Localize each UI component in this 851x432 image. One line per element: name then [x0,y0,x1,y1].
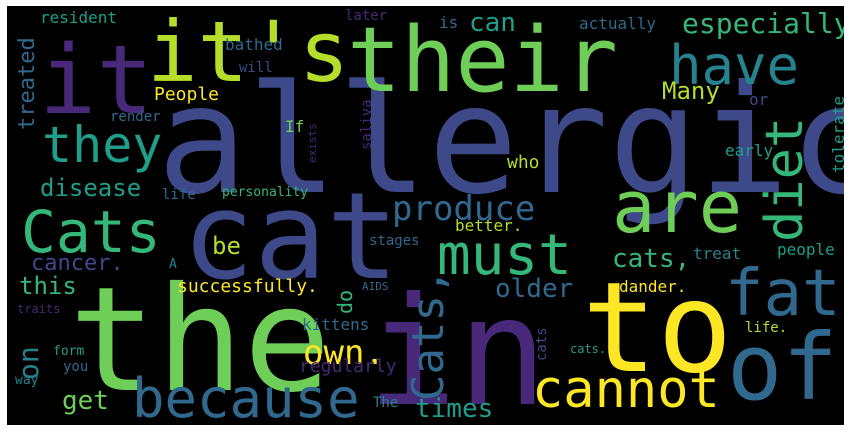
word-they: they [42,116,163,174]
word-it: it [39,26,154,136]
word-cancer: cancer. [31,251,124,276]
word-older: older [495,274,574,304]
word-their: their [347,8,618,113]
word-personality: personality [222,185,309,200]
word-the-cap: The [373,395,399,411]
word-tolerate: tolerate [829,95,844,173]
word-cats-vertical: cats [534,327,550,361]
word-form: form [53,344,85,359]
word-life-period: life. [745,320,788,336]
word-life: life [162,187,196,203]
word-be: be [212,232,241,260]
word-better: better. [455,216,523,235]
word-in: in [367,266,548,425]
word-do: do [333,289,357,314]
word-cloud: allergic cat the in to their it's it are… [7,6,844,425]
word-diet: diet [755,116,815,242]
word-people-cap: People [154,84,220,105]
word-cats-period: cats. [570,342,607,356]
word-many: Many [662,77,720,105]
word-cannot: cannot [532,360,720,420]
word-successfully: successfully. [177,276,318,297]
word-bathed: bathed [225,35,283,54]
word-people: people [777,240,835,259]
word-stages: stages [369,233,420,249]
word-or: or [749,90,769,109]
word-regularly: regularly [299,356,397,377]
word-a: A [169,257,177,272]
word-the: the [69,256,331,425]
word-kittens: kittens [302,315,370,334]
word-you: you [63,359,89,375]
word-cat: cat [182,168,399,307]
word-disease: disease [40,174,142,202]
word-of: of [727,314,838,421]
word-are: are [612,165,743,249]
word-this: this [19,272,77,300]
word-fat: fat [725,257,841,331]
word-dander: dander. [619,277,687,296]
word-aids: AIDS [362,280,389,293]
word-is: is [439,13,459,32]
word-times: times [415,394,494,424]
word-cats-comma-vertical: Cats, [403,268,454,401]
word-treated: treated [15,37,40,130]
word-cats-comma: cats, [612,244,691,274]
word-produce: produce [392,189,536,229]
word-resident: resident [40,8,118,27]
word-way: way [15,373,39,388]
word-cats-cap: Cats [21,198,161,266]
word-own: own. [303,333,385,373]
word-especially: especially [682,7,844,40]
word-who: who [507,152,540,173]
word-because: because [132,367,360,426]
word-early: early [725,141,774,160]
word-will: will [239,60,273,76]
word-its: it's [147,6,350,101]
word-saliva: saliva [359,99,375,150]
word-later: later [345,8,388,24]
word-have: have [669,34,800,97]
word-render: render [110,109,161,125]
word-if: If [285,117,305,136]
word-traits: traits [17,302,61,316]
word-to: to [582,256,733,401]
word-treat: treat [693,244,742,263]
word-actually: actually [579,14,657,33]
word-allergic: allergic [157,54,844,228]
word-can: can [469,8,516,38]
word-get: get [62,386,109,416]
word-must: must [437,223,572,288]
word-exists: exists [306,123,319,163]
